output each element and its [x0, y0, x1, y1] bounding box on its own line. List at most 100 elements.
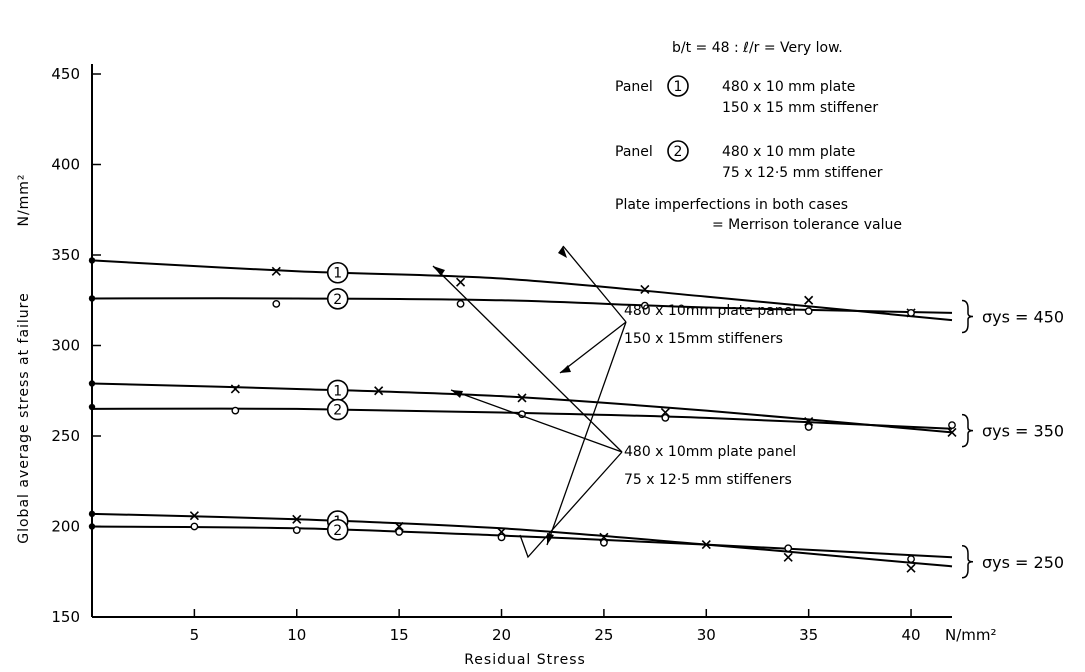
curve-label: 1 [333, 266, 342, 282]
group-brace [961, 545, 974, 579]
data-point-o [497, 533, 506, 542]
data-point [88, 523, 96, 530]
y-tick-label: 200 [51, 518, 80, 536]
y-tick-label: 300 [51, 337, 80, 355]
x-tick-label: 25 [594, 626, 613, 644]
y-tick-label: 350 [51, 246, 80, 264]
data-point-x [374, 386, 384, 396]
annotations: b/t = 48 : ℓ/r = Very low. Panel 1 480 x… [326, 40, 1064, 579]
callout-2-stiffeners: 75 x 12·5 mm stiffeners [624, 472, 792, 488]
data-point-x [230, 384, 240, 394]
callout-1-stiffeners: 150 x 15mm stiffeners [624, 331, 783, 347]
x-tick-label: 30 [697, 626, 716, 644]
arrowhead-1c [547, 533, 554, 545]
callout-arrow-2c [519, 451, 623, 559]
y-tick-label: 400 [51, 156, 80, 174]
data-points [88, 257, 957, 573]
data-point-o [661, 413, 670, 422]
curve-label: 1 [333, 383, 342, 399]
data-point [88, 380, 96, 387]
x-tick-label: 20 [492, 626, 511, 644]
sigma-ys-label: σys = 250 [982, 553, 1064, 572]
x-tick-label: 40 [902, 626, 921, 644]
y-unit-label: N/mm² [16, 173, 32, 226]
panel-1-title: Panel [615, 79, 653, 95]
data-point-x [701, 540, 711, 550]
callout-arrow-2a [432, 265, 623, 453]
curve-panel1-group2 [91, 382, 953, 434]
panel-2-circle [667, 140, 689, 162]
callout-2-plate: 480 x 10mm plate panel [624, 444, 796, 460]
data-point-x [906, 563, 916, 573]
panel-2-title: Panel [615, 144, 653, 160]
curves [91, 259, 953, 568]
data-point-x [947, 427, 957, 437]
data-point-o [948, 421, 956, 430]
curve-panel2-group1 [91, 297, 953, 314]
curve-label-circle [326, 518, 349, 541]
data-point-o [784, 544, 793, 553]
data-point-o [804, 307, 813, 316]
curve-label: 2 [333, 523, 342, 539]
data-point-o [907, 309, 915, 317]
y-tick-label: 450 [51, 65, 80, 83]
note-merrison: = Merrison tolerance value [712, 217, 902, 233]
data-point-o [231, 406, 240, 415]
data-point-x [292, 514, 302, 524]
curve-panel2-group2 [91, 407, 953, 430]
x-unit-label: N/mm² [945, 626, 997, 644]
arrowhead-2a [433, 266, 445, 276]
data-point-o [272, 299, 281, 308]
group-brace [961, 299, 974, 334]
data-point-o [292, 526, 301, 535]
y-tick-label: 250 [51, 427, 80, 445]
data-point [88, 510, 96, 518]
callout-arrow-1c [546, 321, 627, 546]
group-brace [961, 413, 974, 448]
data-point [88, 295, 96, 302]
note-panel2-stiffener: 75 x 12·5 mm stiffener [722, 165, 883, 181]
data-point-o [395, 528, 404, 536]
x-tick-label: 10 [287, 626, 306, 644]
data-point-x [456, 277, 466, 287]
curve-panel1-group3 [91, 512, 953, 568]
data-point-o [907, 555, 915, 563]
callout-arrow-1a [562, 245, 627, 323]
data-point-x [189, 511, 199, 521]
note-imperfections: Plate imperfections in both cases [615, 197, 848, 213]
panel-1-circle [667, 75, 689, 97]
note-panel1-plate: 480 x 10 mm plate [722, 79, 855, 95]
data-point-o [804, 423, 813, 431]
arrowhead-2b [451, 390, 463, 398]
data-point [88, 403, 96, 411]
y-tick-label: 150 [51, 608, 80, 626]
curve-label: 2 [333, 292, 342, 308]
callout-arrow-2b [450, 389, 623, 453]
curve-label: 2 [333, 403, 342, 419]
x-axis-title: Residual Stress [464, 652, 586, 668]
x-tick-label: 35 [799, 626, 818, 644]
curve-panel1-group1 [91, 259, 953, 322]
sigma-ys-label: σys = 450 [982, 308, 1064, 327]
panel-2-number: 2 [674, 144, 683, 160]
data-point-o [456, 299, 465, 308]
data-point-x [640, 284, 650, 294]
data-point [88, 257, 96, 264]
data-point-x [804, 295, 814, 305]
axes: 5 10 15 20 25 30 35 40 N/mm² 150 200 250 300 350 400 45… [16, 64, 997, 668]
callout-arrow-1b [559, 321, 627, 374]
x-tick-label: 15 [390, 626, 409, 644]
arrowhead-1a [558, 246, 567, 258]
data-point-x [271, 266, 281, 276]
note-panel1-stiffener: 150 x 15 mm stiffener [722, 100, 878, 116]
data-point-o [600, 538, 608, 547]
callout-1-plate: 480 x 10mm plate panel [624, 303, 796, 319]
arrowhead-1b [560, 365, 571, 373]
x-tick-label: 5 [190, 626, 200, 644]
sigma-ys-label: σys = 350 [982, 422, 1064, 441]
note-panel2-plate: 480 x 10 mm plate [722, 144, 855, 160]
data-point-o [640, 301, 649, 310]
data-point-x [517, 393, 527, 403]
curve-label-circle [326, 398, 349, 421]
